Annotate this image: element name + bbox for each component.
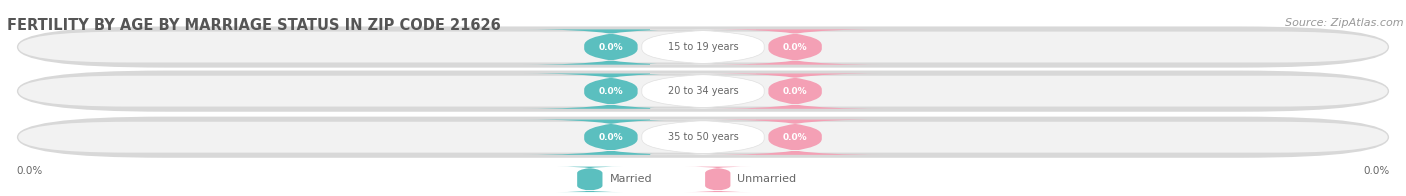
- Text: 0.0%: 0.0%: [599, 87, 623, 96]
- FancyBboxPatch shape: [523, 74, 697, 109]
- Text: 0.0%: 0.0%: [783, 43, 807, 52]
- Text: Source: ZipAtlas.com: Source: ZipAtlas.com: [1285, 18, 1403, 28]
- FancyBboxPatch shape: [641, 120, 765, 155]
- Text: 0.0%: 0.0%: [1362, 165, 1389, 176]
- Text: 0.0%: 0.0%: [783, 133, 807, 142]
- Text: 0.0%: 0.0%: [17, 165, 44, 176]
- FancyBboxPatch shape: [685, 167, 751, 192]
- Text: 35 to 50 years: 35 to 50 years: [668, 132, 738, 142]
- Text: 0.0%: 0.0%: [783, 87, 807, 96]
- FancyBboxPatch shape: [709, 120, 883, 155]
- FancyBboxPatch shape: [709, 29, 883, 65]
- Text: 20 to 34 years: 20 to 34 years: [668, 86, 738, 96]
- FancyBboxPatch shape: [18, 122, 1388, 153]
- Text: Married: Married: [610, 174, 652, 184]
- FancyBboxPatch shape: [557, 167, 623, 192]
- Text: 0.0%: 0.0%: [599, 133, 623, 142]
- FancyBboxPatch shape: [709, 74, 883, 109]
- FancyBboxPatch shape: [17, 26, 1389, 68]
- FancyBboxPatch shape: [523, 29, 697, 65]
- Text: 0.0%: 0.0%: [599, 43, 623, 52]
- FancyBboxPatch shape: [18, 32, 1388, 63]
- Text: Unmarried: Unmarried: [738, 174, 797, 184]
- FancyBboxPatch shape: [17, 117, 1389, 158]
- FancyBboxPatch shape: [641, 74, 765, 109]
- FancyBboxPatch shape: [18, 76, 1388, 107]
- FancyBboxPatch shape: [523, 120, 697, 155]
- FancyBboxPatch shape: [641, 29, 765, 65]
- Text: FERTILITY BY AGE BY MARRIAGE STATUS IN ZIP CODE 21626: FERTILITY BY AGE BY MARRIAGE STATUS IN Z…: [7, 18, 501, 33]
- FancyBboxPatch shape: [17, 71, 1389, 112]
- Text: 15 to 19 years: 15 to 19 years: [668, 42, 738, 52]
